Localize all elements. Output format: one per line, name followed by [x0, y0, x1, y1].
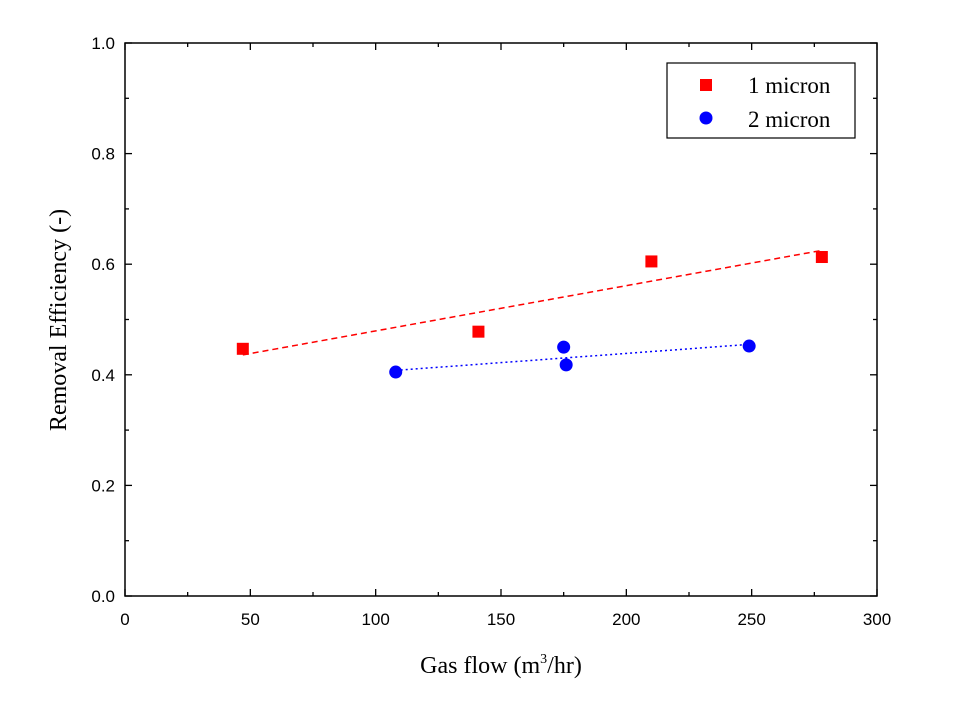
x-axis-label: Gas flow (m3/hr)	[420, 652, 582, 679]
legend: 1 micron 2 micron	[666, 62, 856, 139]
data-point-series-2-1	[389, 365, 403, 379]
data-point-series-2-4	[742, 339, 756, 353]
data-markers	[236, 251, 828, 379]
data-point-series-2-3	[559, 358, 573, 372]
x-tick-label: 300	[863, 610, 891, 629]
legend-marker-1-micron	[700, 79, 712, 91]
y-tick-label: 0.4	[91, 366, 115, 385]
data-point-series-2-2	[557, 340, 571, 354]
y-tick-label: 0.6	[91, 255, 115, 274]
trend-line-series-1	[242, 249, 822, 356]
y-tick-label: 0.2	[91, 476, 115, 495]
data-point-series-1-4	[815, 251, 828, 264]
legend-label-1-micron: 1 micron	[748, 73, 831, 98]
y-tick-label: 0.0	[91, 587, 115, 606]
y-tick-label: 0.8	[91, 145, 115, 164]
x-tick-label: 0	[120, 610, 129, 629]
x-tick-label: 100	[361, 610, 389, 629]
trend-lines	[242, 249, 822, 372]
data-point-series-1-2	[472, 325, 485, 338]
trend-line-series-2	[395, 343, 750, 372]
x-tick-label: 50	[241, 610, 260, 629]
x-tick-label: 250	[737, 610, 765, 629]
data-point-series-1-3	[645, 255, 658, 268]
legend-box	[666, 62, 856, 139]
y-axis-label: Removal Efficiency (-)	[46, 209, 72, 431]
x-axis-label-superscript: 3	[540, 652, 547, 667]
data-point-series-1-1	[236, 342, 249, 355]
y-tick-label: 1.0	[91, 34, 115, 53]
x-tick-label: 150	[487, 610, 515, 629]
x-tick-label: 200	[612, 610, 640, 629]
legend-marker-2-micron	[699, 111, 713, 125]
tick-group: 0 50 100 150 200 250 300 0.0 0.2 0.4 0.6 0.8 1.0	[91, 34, 891, 629]
x-axis-label-suffix: /hr)	[547, 653, 582, 679]
legend-label-2-micron: 2 micron	[748, 107, 831, 132]
